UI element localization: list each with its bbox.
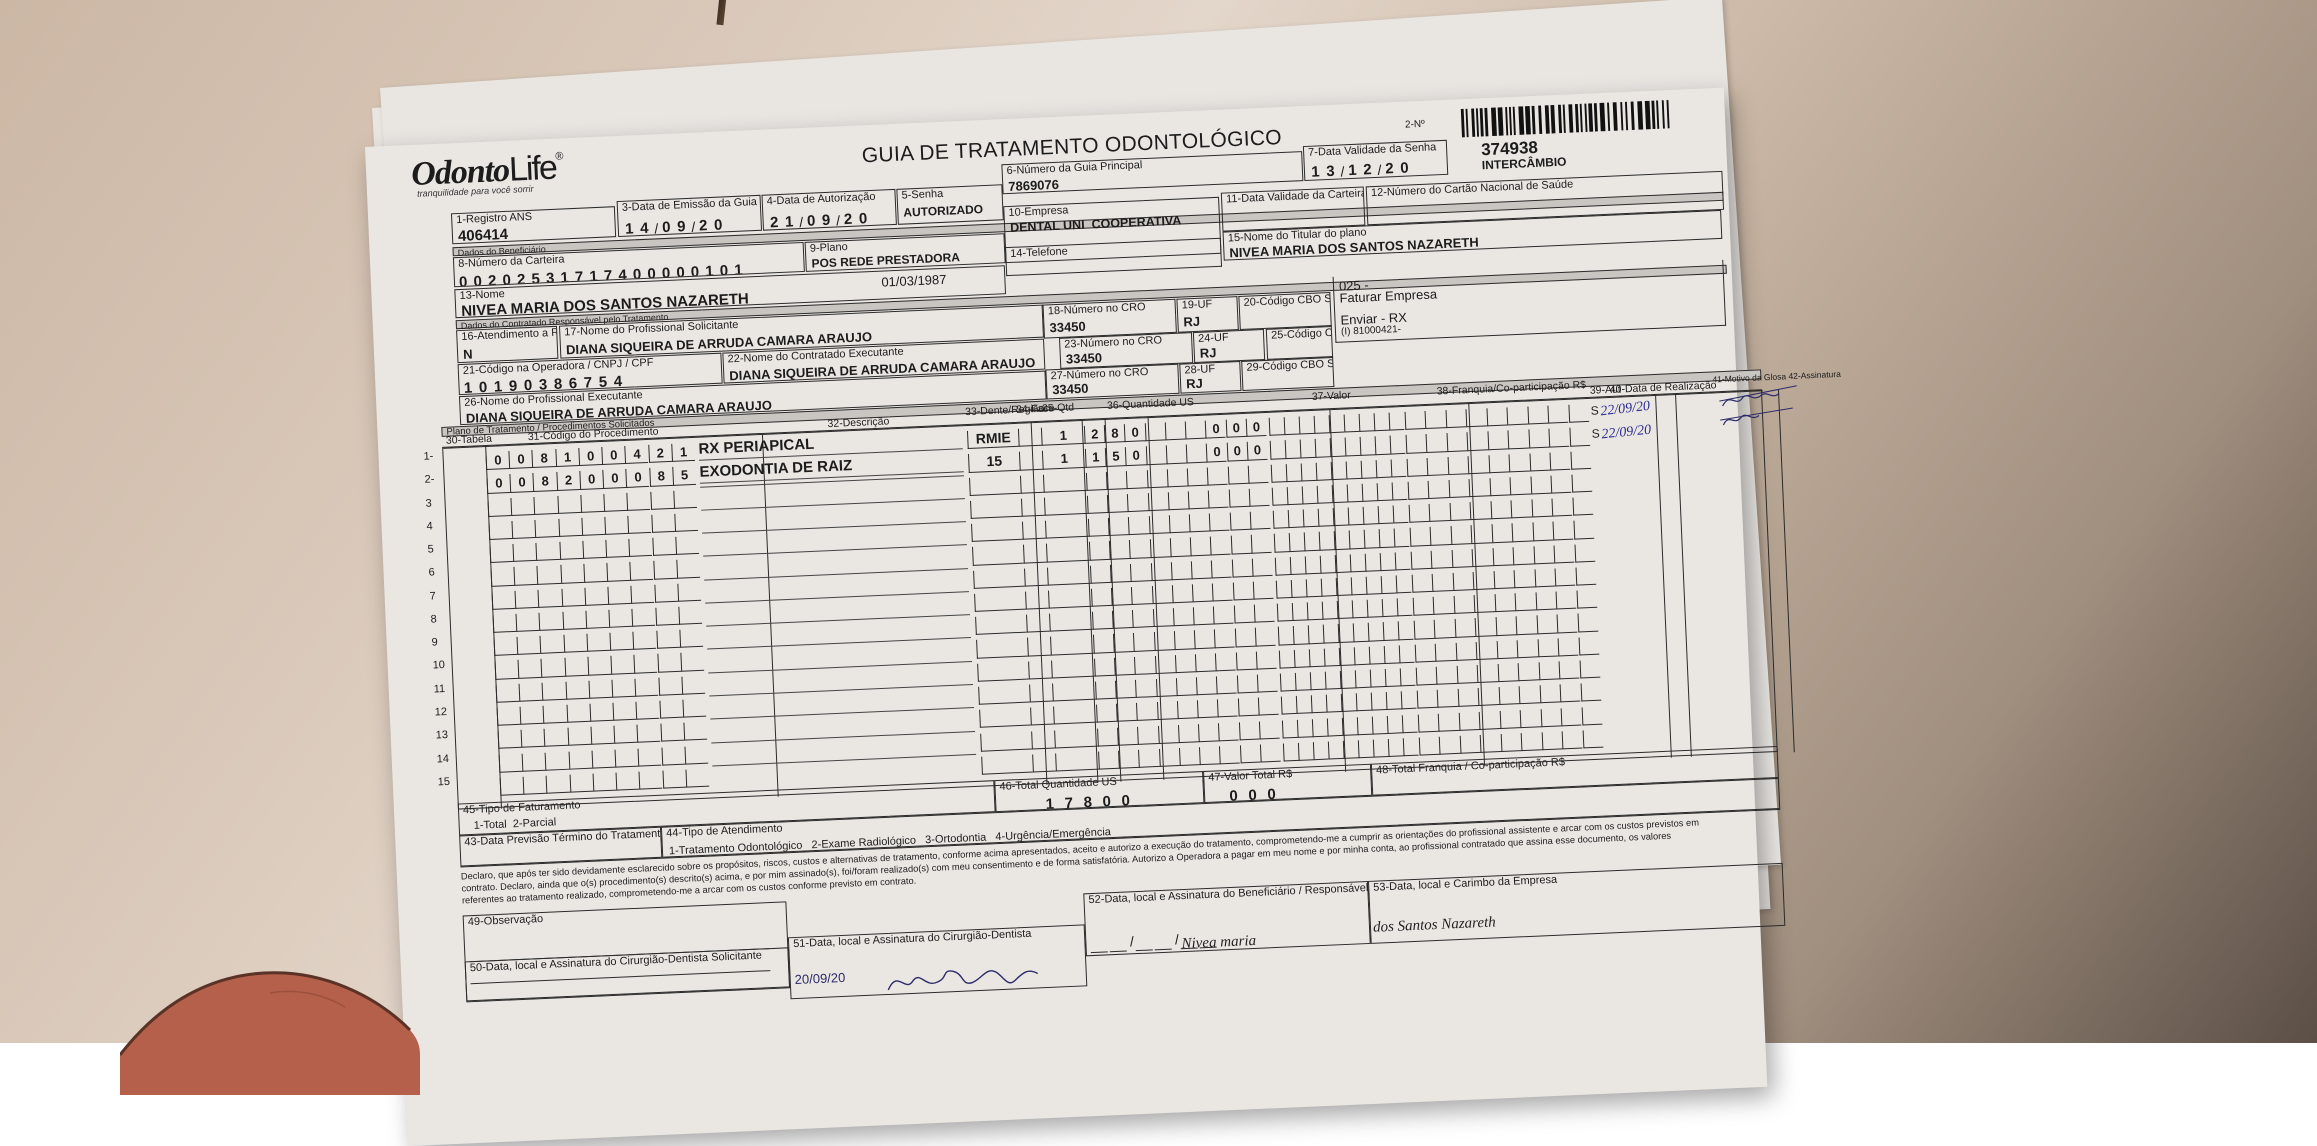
svg-text:22/09/20: 22/09/20 <box>1600 399 1651 420</box>
svg-text:S: S <box>1591 426 1600 440</box>
svg-text:20/09/20: 20/09/20 <box>794 970 845 987</box>
svg-text:Nivea maria: Nivea maria <box>1181 933 1257 952</box>
svg-text:dos Santos Nazareth: dos Santos Nazareth <box>1373 914 1496 935</box>
svg-text:22/09/20: 22/09/20 <box>1601 423 1652 443</box>
svg-text:S: S <box>1590 403 1599 417</box>
